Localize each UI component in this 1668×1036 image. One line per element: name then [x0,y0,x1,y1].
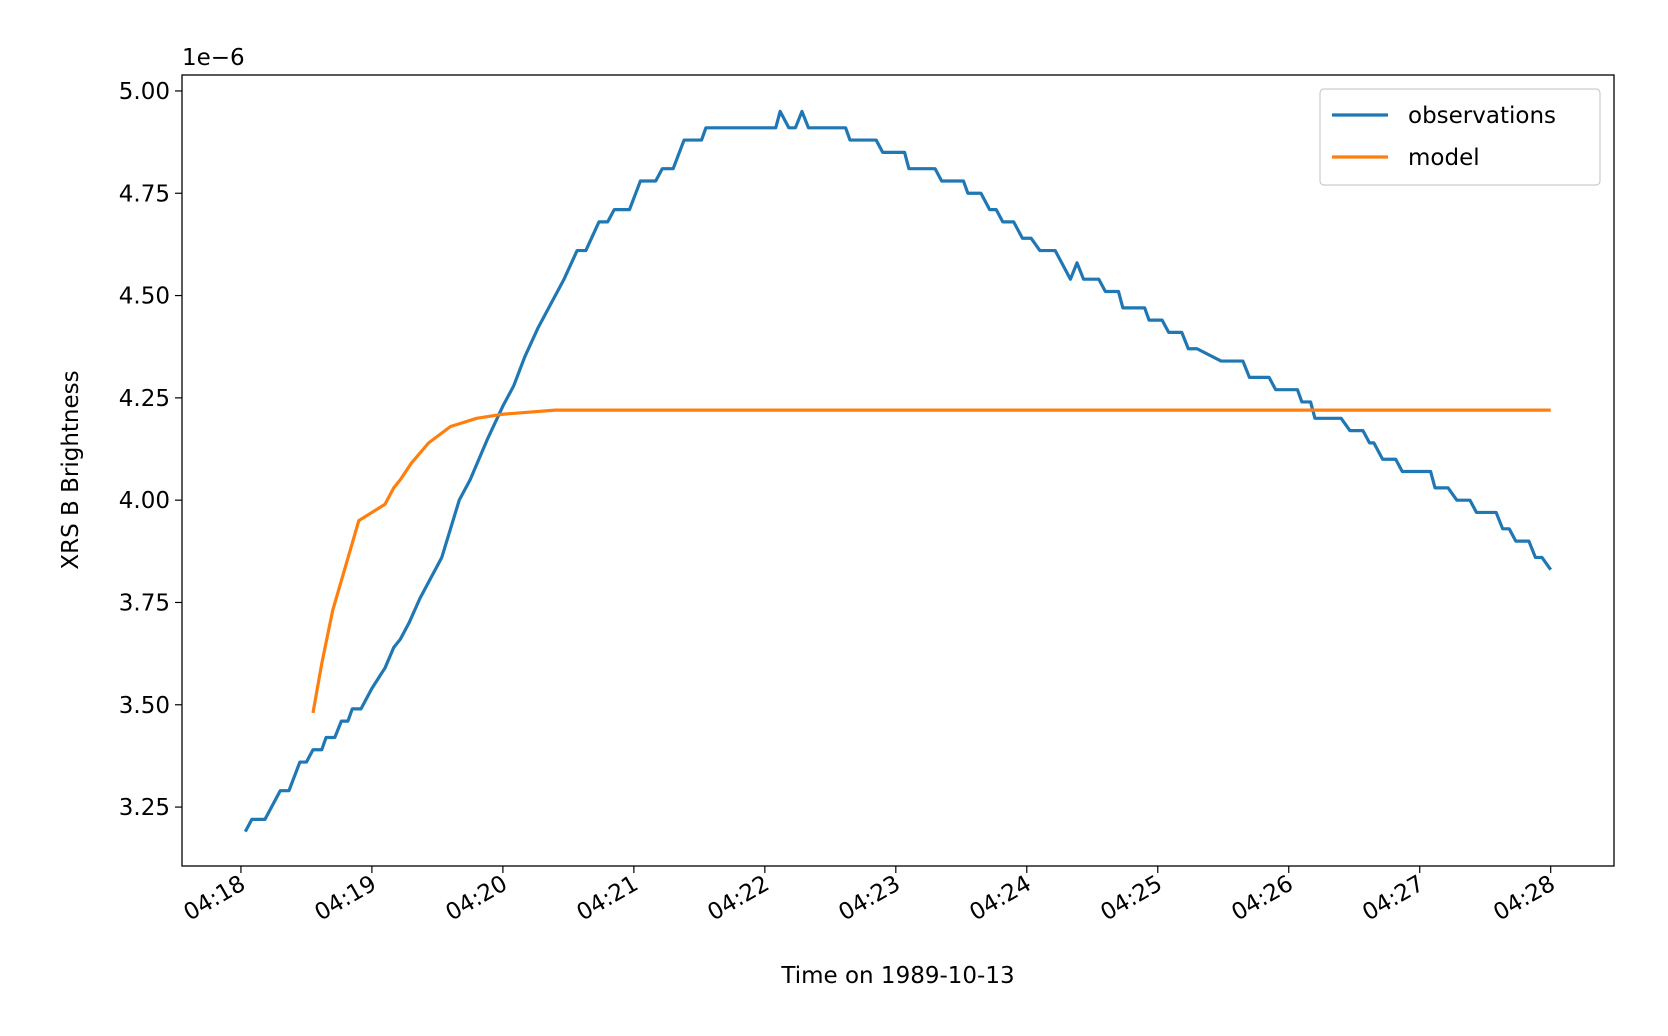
y-tick-label: 4.50 [119,284,170,310]
legend-label: observations [1408,103,1556,129]
x-tick-label: 04:24 [965,871,1035,927]
y-axis-label: XRS B Brightness [58,370,84,569]
y-tick-label: 4.00 [119,488,170,514]
y-tick-label: 3.25 [119,795,170,821]
y-offset-label: 1e−6 [182,45,245,71]
x-tick-label: 04:19 [310,871,380,927]
data-line [243,109,1553,833]
y-tick-label: 4.75 [119,181,170,207]
x-tick-label: 04:20 [441,871,511,927]
x-tick-label: 04:23 [834,871,904,927]
x-tick-label: 04:21 [572,871,642,927]
y-tick-label: 3.75 [119,590,170,616]
x-tick-label: 04:25 [1096,871,1166,927]
y-tick-label: 5.00 [119,79,170,105]
x-tick-label: 04:28 [1489,871,1559,927]
x-tick-label: 04:22 [703,871,773,927]
legend-label: model [1408,145,1480,171]
x-tick-label: 04:18 [180,871,250,927]
x-tick-label: 04:27 [1358,871,1428,927]
x-axis-label: Time on 1989-10-13 [780,963,1014,989]
y-tick-label: 4.25 [119,386,170,412]
data-line [311,408,1551,714]
legend-box [1319,88,1601,186]
plot-frame [181,74,1615,867]
x-tick-label: 04:26 [1227,871,1297,927]
y-tick-label: 3.50 [119,693,170,719]
